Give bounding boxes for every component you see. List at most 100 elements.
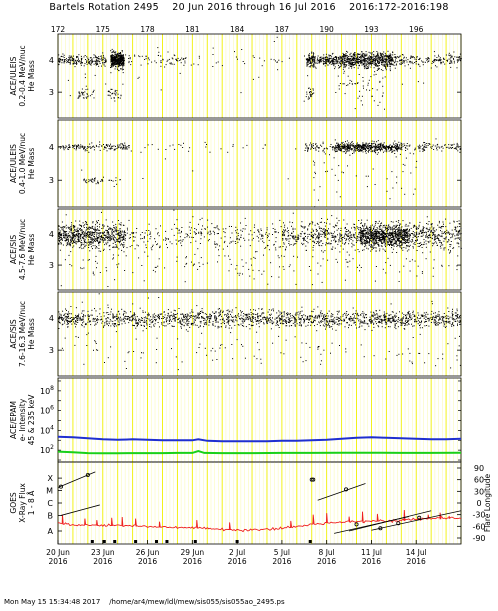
data-point bbox=[66, 58, 67, 60]
data-point bbox=[337, 60, 338, 62]
data-point bbox=[325, 63, 327, 65]
data-point bbox=[341, 234, 343, 236]
data-point bbox=[98, 248, 100, 249]
data-point bbox=[405, 59, 407, 61]
data-point bbox=[268, 239, 270, 241]
data-point bbox=[91, 237, 93, 239]
data-point bbox=[400, 60, 402, 62]
data-point bbox=[313, 63, 315, 65]
data-point bbox=[369, 58, 371, 60]
data-point bbox=[370, 149, 372, 151]
data-point bbox=[82, 225, 84, 227]
data-point bbox=[111, 59, 113, 60]
data-point bbox=[312, 65, 314, 67]
data-point bbox=[73, 235, 75, 236]
data-point bbox=[116, 241, 118, 242]
data-point bbox=[104, 238, 106, 240]
data-point bbox=[339, 196, 341, 198]
data-point bbox=[356, 226, 358, 228]
data-point bbox=[457, 150, 459, 152]
data-point bbox=[278, 59, 280, 61]
data-point bbox=[259, 57, 261, 59]
data-point bbox=[99, 241, 100, 243]
data-point bbox=[155, 228, 157, 230]
data-point bbox=[362, 53, 364, 55]
data-point bbox=[384, 58, 386, 60]
data-point bbox=[87, 234, 89, 235]
data-point bbox=[79, 60, 80, 62]
data-point bbox=[380, 56, 382, 58]
data-point bbox=[77, 233, 79, 235]
data-point bbox=[88, 179, 90, 181]
top-doy-tick-label: 181 bbox=[185, 25, 200, 34]
data-point bbox=[73, 148, 75, 150]
data-point bbox=[59, 57, 61, 59]
data-point bbox=[429, 143, 431, 145]
data-point bbox=[447, 60, 448, 62]
data-point bbox=[117, 61, 119, 63]
data-point bbox=[170, 62, 172, 64]
data-point bbox=[453, 147, 455, 149]
data-point bbox=[316, 145, 318, 147]
data-point bbox=[256, 235, 258, 237]
data-point bbox=[286, 230, 288, 232]
data-point bbox=[423, 148, 425, 150]
data-point bbox=[354, 57, 355, 59]
data-point bbox=[119, 54, 121, 56]
data-point bbox=[345, 65, 347, 67]
data-point bbox=[389, 70, 391, 72]
data-point bbox=[356, 235, 358, 237]
data-point bbox=[110, 72, 112, 74]
data-point bbox=[257, 229, 259, 231]
data-point bbox=[119, 59, 121, 61]
data-point bbox=[114, 54, 116, 56]
data-point bbox=[319, 227, 321, 229]
data-point bbox=[109, 227, 111, 229]
data-point bbox=[234, 241, 236, 242]
data-point bbox=[194, 253, 196, 255]
data-point bbox=[313, 177, 315, 179]
data-point bbox=[98, 244, 100, 246]
top-doy-tick-label: 172 bbox=[51, 25, 66, 34]
data-point bbox=[457, 60, 459, 62]
data-point bbox=[344, 57, 346, 59]
data-point bbox=[82, 231, 84, 233]
data-point bbox=[82, 92, 84, 94]
data-point bbox=[377, 57, 379, 59]
data-point bbox=[309, 92, 310, 93]
data-point bbox=[314, 206, 316, 208]
data-point bbox=[110, 143, 111, 145]
data-point bbox=[362, 80, 364, 82]
data-point bbox=[339, 66, 341, 68]
data-point bbox=[341, 148, 343, 150]
data-point bbox=[315, 229, 317, 231]
data-point bbox=[120, 68, 121, 70]
data-point bbox=[424, 144, 426, 146]
data-point bbox=[345, 61, 347, 63]
data-point bbox=[339, 251, 341, 253]
data-point bbox=[85, 241, 87, 243]
data-point bbox=[306, 64, 308, 66]
data-point bbox=[351, 148, 353, 150]
data-point bbox=[108, 245, 110, 247]
data-point bbox=[344, 66, 346, 68]
data-point bbox=[281, 61, 283, 63]
data-point bbox=[119, 179, 121, 181]
data-point bbox=[326, 58, 328, 60]
data-point bbox=[141, 238, 143, 239]
data-point bbox=[85, 179, 87, 181]
data-point bbox=[312, 52, 314, 54]
data-point bbox=[434, 59, 436, 61]
data-point bbox=[68, 242, 70, 244]
data-point bbox=[67, 226, 69, 228]
data-point bbox=[77, 60, 79, 62]
data-point bbox=[67, 239, 69, 241]
data-point bbox=[385, 145, 387, 147]
data-point bbox=[386, 151, 388, 153]
data-point bbox=[415, 63, 417, 65]
data-point bbox=[325, 244, 326, 246]
data-point bbox=[115, 177, 117, 179]
data-point bbox=[362, 56, 363, 57]
data-point bbox=[121, 146, 123, 148]
data-point bbox=[117, 60, 119, 62]
